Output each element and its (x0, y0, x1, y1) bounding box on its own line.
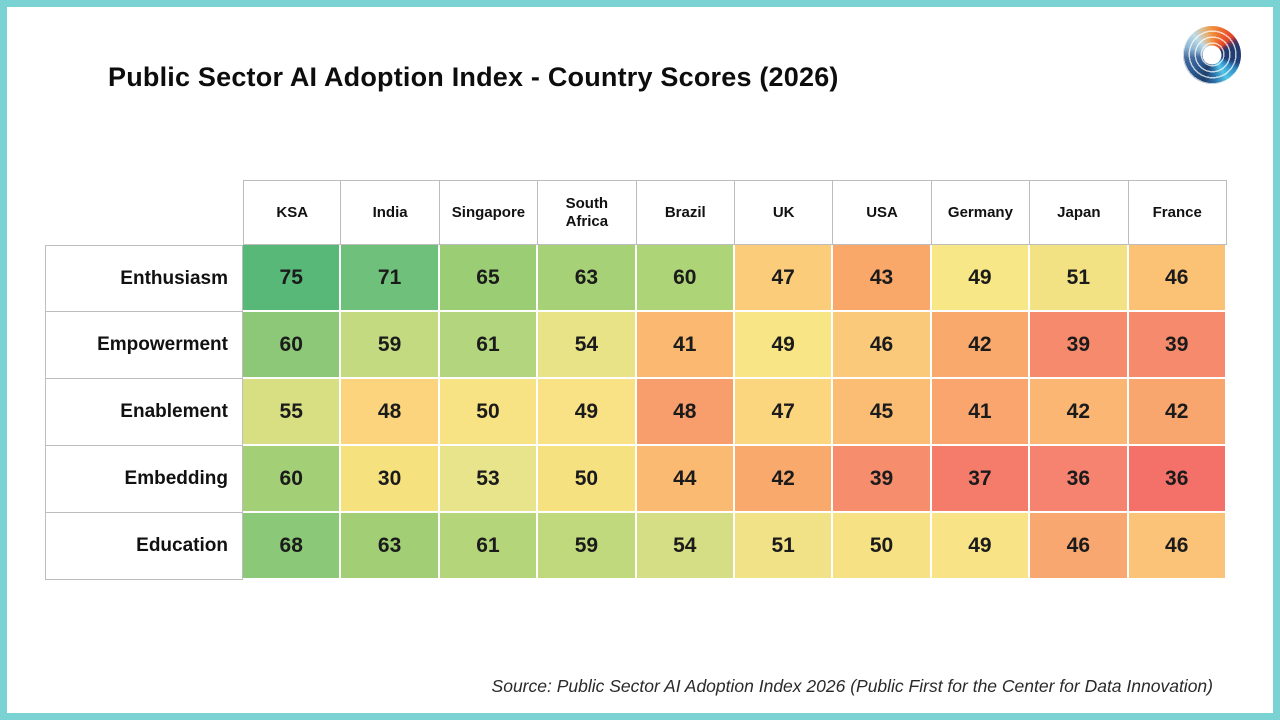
column-header-france: France (1128, 180, 1227, 245)
source-caption: Source: Public Sector AI Adoption Index … (491, 676, 1213, 696)
heatmap-cell: 39 (1030, 312, 1129, 379)
heatmap-cell: 46 (1128, 513, 1227, 580)
row-label-empowerment: Empowerment (45, 312, 243, 379)
heatmap-cell: 61 (439, 513, 539, 580)
heatmap-cell: 60 (636, 245, 735, 312)
heatmap-cell: 53 (439, 446, 539, 513)
column-header-ksa: KSA (243, 180, 342, 245)
heatmap-cell: 46 (1030, 513, 1129, 580)
column-header-brazil: Brazil (636, 180, 735, 245)
heatmap-cell: 39 (833, 446, 932, 513)
heatmap-cell: 47 (734, 245, 834, 312)
column-header-singapore: Singapore (439, 180, 539, 245)
heatmap-cell: 37 (931, 446, 1031, 513)
heatmap-cell: 41 (931, 379, 1031, 446)
row-label-education: Education (45, 513, 243, 580)
heatmap-cell: 42 (1128, 379, 1227, 446)
heatmap-cell: 55 (243, 379, 342, 446)
heatmap-table: KSA India Singapore South Africa Brazil UK USA… (45, 180, 1227, 580)
column-header-germany: Germany (931, 180, 1031, 245)
heatmap-cell: 54 (636, 513, 735, 580)
heatmap-cell: 61 (439, 312, 539, 379)
heatmap-cell: 75 (243, 245, 342, 312)
heatmap-cell: 51 (734, 513, 834, 580)
heatmap-cell: 59 (341, 312, 440, 379)
heatmap-cell: 49 (538, 379, 637, 446)
heatmap-cell: 46 (833, 312, 932, 379)
heatmap-cell: 49 (734, 312, 834, 379)
heatmap-cell: 47 (734, 379, 834, 446)
heatmap-cell: 44 (636, 446, 735, 513)
heatmap-cell: 59 (538, 513, 637, 580)
column-header-india: India (341, 180, 440, 245)
heatmap-cell: 60 (243, 446, 342, 513)
heatmap-cell: 54 (538, 312, 637, 379)
heatmap-cell: 42 (931, 312, 1031, 379)
row-label-embedding: Embedding (45, 446, 243, 513)
column-header-uk: UK (734, 180, 834, 245)
row-label-enablement: Enablement (45, 379, 243, 446)
heatmap-cell: 60 (243, 312, 342, 379)
heatmap-cell: 63 (341, 513, 440, 580)
row-label-enthusiasm: Enthusiasm (45, 245, 243, 312)
heatmap-cell: 42 (1030, 379, 1129, 446)
public-first-logo-icon (1183, 26, 1241, 84)
heatmap-cell: 50 (439, 379, 539, 446)
heatmap-cell: 63 (538, 245, 637, 312)
heatmap-cell: 36 (1128, 446, 1227, 513)
heatmap-cell: 49 (931, 245, 1031, 312)
heatmap-cell: 50 (538, 446, 637, 513)
heatmap-cell: 30 (341, 446, 440, 513)
heatmap-cell: 68 (243, 513, 342, 580)
column-header-usa: USA (833, 180, 932, 245)
heatmap-cell: 48 (341, 379, 440, 446)
heatmap-cell: 65 (439, 245, 539, 312)
column-header-japan: Japan (1030, 180, 1129, 245)
corner-cell (45, 180, 243, 245)
heatmap-cell: 46 (1128, 245, 1227, 312)
heatmap-cell: 49 (931, 513, 1031, 580)
page-title: Public Sector AI Adoption Index - Countr… (108, 62, 839, 92)
heatmap-cell: 41 (636, 312, 735, 379)
heatmap-cell: 36 (1030, 446, 1129, 513)
column-header-south-africa: South Africa (538, 180, 637, 245)
heatmap-cell: 42 (734, 446, 834, 513)
heatmap-cell: 48 (636, 379, 735, 446)
heatmap-cell: 43 (833, 245, 932, 312)
heatmap-cell: 50 (833, 513, 932, 580)
heatmap-cell: 51 (1030, 245, 1129, 312)
heatmap-cell: 45 (833, 379, 932, 446)
heatmap-cell: 39 (1128, 312, 1227, 379)
heatmap-cell: 71 (341, 245, 440, 312)
